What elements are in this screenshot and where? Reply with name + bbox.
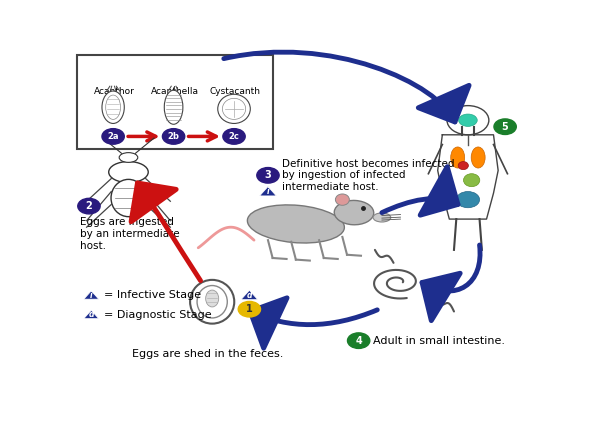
Ellipse shape	[335, 194, 349, 205]
Text: Definitive host becomes infected
by ingestion of infected
intermediate host.: Definitive host becomes infected by inge…	[282, 159, 454, 192]
Polygon shape	[260, 187, 277, 196]
Ellipse shape	[456, 192, 479, 208]
Polygon shape	[84, 291, 99, 299]
Polygon shape	[84, 310, 99, 319]
Polygon shape	[241, 290, 258, 300]
Circle shape	[163, 129, 185, 144]
Ellipse shape	[111, 179, 146, 217]
Text: Acanthella: Acanthella	[151, 87, 199, 96]
Circle shape	[78, 198, 100, 214]
Text: Cystacanth: Cystacanth	[210, 87, 261, 96]
Ellipse shape	[464, 174, 480, 187]
Ellipse shape	[218, 94, 250, 123]
Ellipse shape	[458, 162, 469, 170]
Text: 4: 4	[355, 336, 362, 346]
Text: d: d	[89, 310, 94, 320]
Ellipse shape	[373, 213, 391, 222]
Circle shape	[347, 333, 370, 349]
Circle shape	[257, 168, 279, 183]
Circle shape	[494, 119, 516, 134]
Circle shape	[102, 129, 124, 144]
Text: 2: 2	[86, 201, 92, 211]
FancyBboxPatch shape	[77, 56, 272, 149]
Ellipse shape	[119, 153, 138, 163]
FancyArrowPatch shape	[422, 245, 480, 321]
Circle shape	[238, 301, 260, 317]
Ellipse shape	[451, 147, 464, 168]
Ellipse shape	[247, 205, 344, 243]
Text: 2c: 2c	[229, 132, 239, 141]
Ellipse shape	[206, 290, 218, 307]
Text: Adult in small intestine.: Adult in small intestine.	[373, 336, 505, 346]
FancyArrowPatch shape	[131, 183, 200, 281]
Text: = Infective Stage: = Infective Stage	[104, 290, 201, 300]
FancyArrowPatch shape	[382, 167, 458, 215]
Text: 2b: 2b	[167, 132, 179, 141]
Circle shape	[223, 129, 245, 144]
Text: Acanthor: Acanthor	[94, 87, 135, 96]
Ellipse shape	[197, 285, 227, 318]
FancyArrowPatch shape	[224, 52, 469, 122]
FancyArrowPatch shape	[250, 298, 377, 348]
Text: i: i	[90, 291, 92, 300]
Text: d: d	[247, 291, 252, 300]
Ellipse shape	[223, 99, 245, 120]
Text: Eggs are ingested
by an intermediate
host.: Eggs are ingested by an intermediate hos…	[80, 218, 179, 250]
Text: 5: 5	[502, 122, 509, 132]
Text: 3: 3	[265, 171, 271, 180]
Text: 2a: 2a	[107, 132, 119, 141]
Ellipse shape	[102, 91, 124, 123]
Ellipse shape	[458, 114, 477, 126]
Ellipse shape	[190, 280, 234, 324]
Ellipse shape	[109, 162, 148, 183]
Ellipse shape	[164, 90, 183, 124]
Text: Eggs are shed in the feces.: Eggs are shed in the feces.	[132, 349, 283, 359]
Ellipse shape	[334, 200, 374, 225]
Text: = Diagnostic Stage: = Diagnostic Stage	[104, 310, 211, 320]
Ellipse shape	[471, 147, 485, 168]
Text: 1: 1	[246, 304, 253, 314]
Ellipse shape	[106, 95, 121, 120]
Text: i: i	[266, 187, 269, 196]
